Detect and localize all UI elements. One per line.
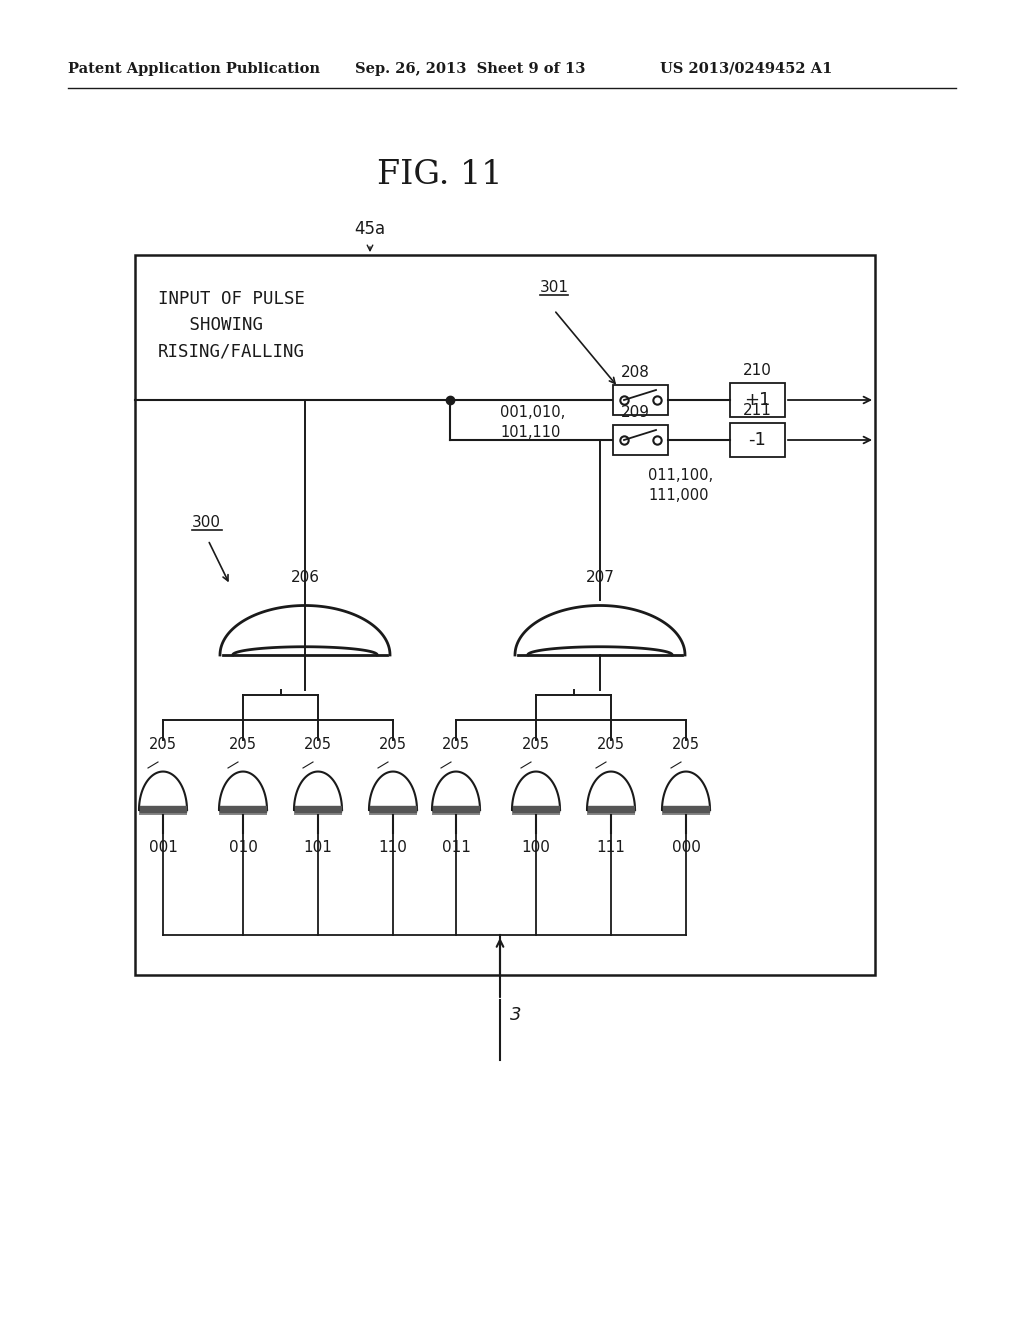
Text: 205: 205 bbox=[379, 737, 407, 752]
Bar bbox=[219, 805, 267, 814]
Bar bbox=[512, 805, 560, 814]
Bar bbox=[294, 805, 342, 814]
Text: 300: 300 bbox=[193, 515, 221, 531]
Text: 301: 301 bbox=[540, 280, 569, 294]
Text: INPUT OF PULSE
   SHOWING
RISING/FALLING: INPUT OF PULSE SHOWING RISING/FALLING bbox=[158, 290, 305, 360]
Polygon shape bbox=[662, 772, 710, 810]
Text: 205: 205 bbox=[229, 737, 257, 752]
Polygon shape bbox=[294, 772, 342, 810]
Text: 000: 000 bbox=[672, 840, 700, 855]
Bar bbox=[587, 805, 635, 814]
Bar bbox=[369, 805, 417, 814]
Text: 010: 010 bbox=[228, 840, 257, 855]
Text: 45a: 45a bbox=[354, 220, 386, 238]
Text: 207: 207 bbox=[586, 570, 614, 585]
Bar bbox=[432, 805, 480, 814]
Text: 110: 110 bbox=[379, 840, 408, 855]
Text: 001: 001 bbox=[148, 840, 177, 855]
Text: 011: 011 bbox=[441, 840, 470, 855]
Text: -1: -1 bbox=[749, 432, 766, 449]
Text: 205: 205 bbox=[150, 737, 177, 752]
Bar bbox=[135, 255, 874, 975]
Text: 206: 206 bbox=[291, 570, 319, 585]
Text: 101: 101 bbox=[303, 840, 333, 855]
Bar bbox=[613, 385, 668, 414]
Text: 205: 205 bbox=[442, 737, 470, 752]
Text: 205: 205 bbox=[672, 737, 700, 752]
Text: FIG. 11: FIG. 11 bbox=[377, 158, 503, 191]
Bar bbox=[139, 805, 187, 814]
Text: 3: 3 bbox=[510, 1006, 521, 1024]
Polygon shape bbox=[139, 772, 187, 810]
Text: 205: 205 bbox=[304, 737, 332, 752]
Bar bbox=[662, 805, 710, 814]
Polygon shape bbox=[369, 772, 417, 810]
Text: 208: 208 bbox=[621, 366, 650, 380]
Text: 205: 205 bbox=[597, 737, 625, 752]
Bar bbox=[613, 425, 668, 455]
Polygon shape bbox=[219, 772, 267, 810]
Text: 209: 209 bbox=[621, 405, 650, 420]
Text: 100: 100 bbox=[521, 840, 551, 855]
Polygon shape bbox=[432, 772, 480, 810]
Text: 205: 205 bbox=[522, 737, 550, 752]
Polygon shape bbox=[587, 772, 635, 810]
Polygon shape bbox=[512, 772, 560, 810]
Text: 210: 210 bbox=[743, 363, 772, 378]
Bar bbox=[730, 383, 785, 417]
Text: Sep. 26, 2013  Sheet 9 of 13: Sep. 26, 2013 Sheet 9 of 13 bbox=[355, 62, 586, 77]
Text: 111: 111 bbox=[597, 840, 626, 855]
Text: Patent Application Publication: Patent Application Publication bbox=[68, 62, 319, 77]
Text: +1: +1 bbox=[744, 391, 771, 409]
Text: 011,100,
111,000: 011,100, 111,000 bbox=[648, 469, 713, 503]
Text: 211: 211 bbox=[743, 403, 772, 418]
Text: US 2013/0249452 A1: US 2013/0249452 A1 bbox=[660, 62, 833, 77]
Bar bbox=[730, 422, 785, 457]
Text: 001,010,
101,110: 001,010, 101,110 bbox=[500, 405, 565, 440]
